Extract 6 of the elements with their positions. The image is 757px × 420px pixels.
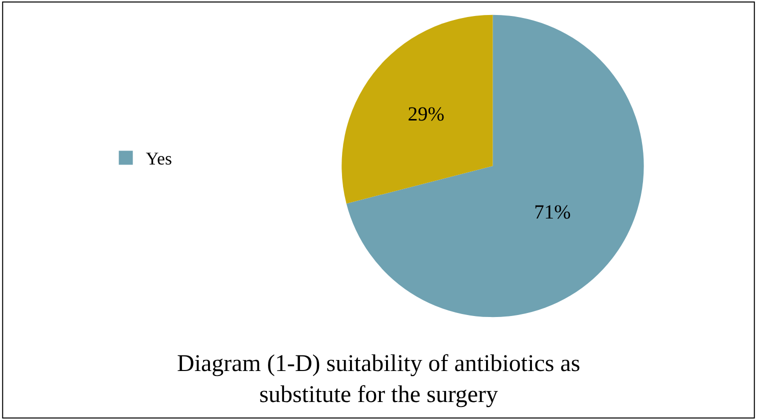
text: Diagram (1-D) suitability of antibiotics as substitute for the surgery [177, 351, 580, 408]
data-label: 71% [534, 201, 571, 224]
pie-slice [346, 14, 644, 317]
legend-label: Yes [146, 148, 172, 169]
pie-slice [342, 14, 493, 204]
data-label: 29% [408, 103, 444, 126]
